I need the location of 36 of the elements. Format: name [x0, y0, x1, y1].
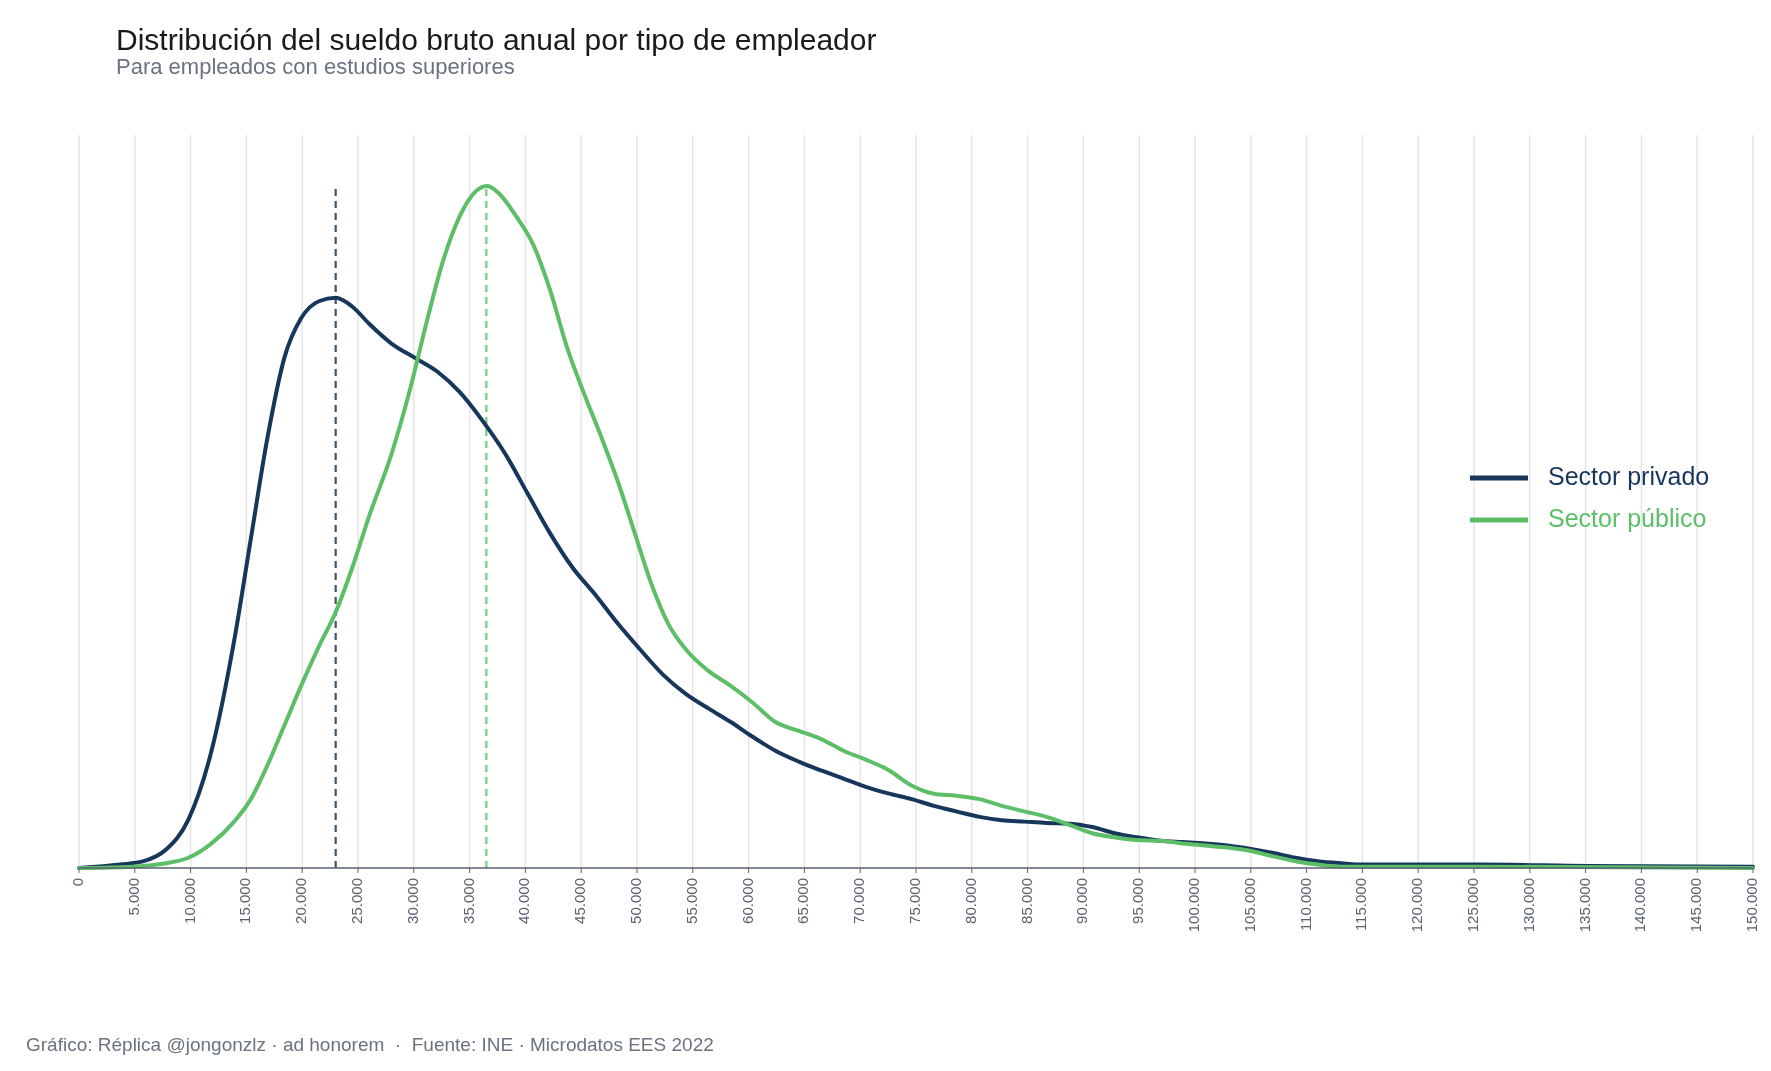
chart-subtitle: Para empleados con estudios superiores — [116, 54, 515, 79]
x-tick-label: 35.000 — [459, 878, 477, 924]
legend-label: Sector privado — [1548, 461, 1710, 490]
x-tick-label: 70.000 — [850, 878, 868, 924]
x-tick-label: 10.000 — [180, 878, 198, 924]
x-tick-label: 55.000 — [682, 878, 700, 924]
x-tick-label: 150.000 — [1742, 878, 1760, 933]
x-tick-label: 20.000 — [292, 878, 310, 924]
x-tick-label: 30.000 — [403, 878, 421, 924]
x-tick-label: 130.000 — [1519, 878, 1537, 933]
x-tick-label: 115.000 — [1352, 878, 1370, 932]
x-tick-label: 110.000 — [1296, 878, 1314, 932]
x-tick-label: 105.000 — [1240, 878, 1258, 933]
text: Gráfico: Réplica @jongonzlz · ad honorem · Fuente: INE · Microdatos EES 2022 — [26, 1034, 714, 1055]
x-tick-label: 5.000 — [124, 878, 142, 916]
x-tick-label: 90.000 — [1073, 878, 1091, 924]
x-tick-label: 80.000 — [961, 878, 979, 924]
x-tick-label: 95.000 — [1129, 878, 1147, 924]
x-tick-label: 125.000 — [1463, 878, 1481, 933]
x-tick-label: 85.000 — [1017, 878, 1035, 924]
x-tick-label: 0 — [68, 878, 86, 887]
x-tick-label: 15.000 — [236, 878, 254, 924]
x-tick-label: 60.000 — [738, 878, 756, 924]
x-tick-label: 50.000 — [626, 878, 644, 924]
legend-label: Sector público — [1548, 503, 1707, 532]
x-tick-label: 120.000 — [1408, 878, 1426, 933]
x-tick-label: 145.000 — [1687, 878, 1705, 933]
x-tick-label: 40.000 — [515, 878, 533, 924]
x-tick-label: 75.000 — [905, 878, 923, 924]
x-tick-label: 45.000 — [571, 878, 589, 924]
x-tick-label: 135.000 — [1575, 878, 1593, 933]
x-tick-label: 25.000 — [347, 878, 365, 924]
x-tick-label: 140.000 — [1631, 878, 1649, 933]
x-tick-label: 65.000 — [794, 878, 812, 924]
x-tick-label: 100.000 — [1184, 878, 1202, 933]
chart-title: Distribución del sueldo bruto anual por tipo de empleador — [116, 23, 877, 56]
